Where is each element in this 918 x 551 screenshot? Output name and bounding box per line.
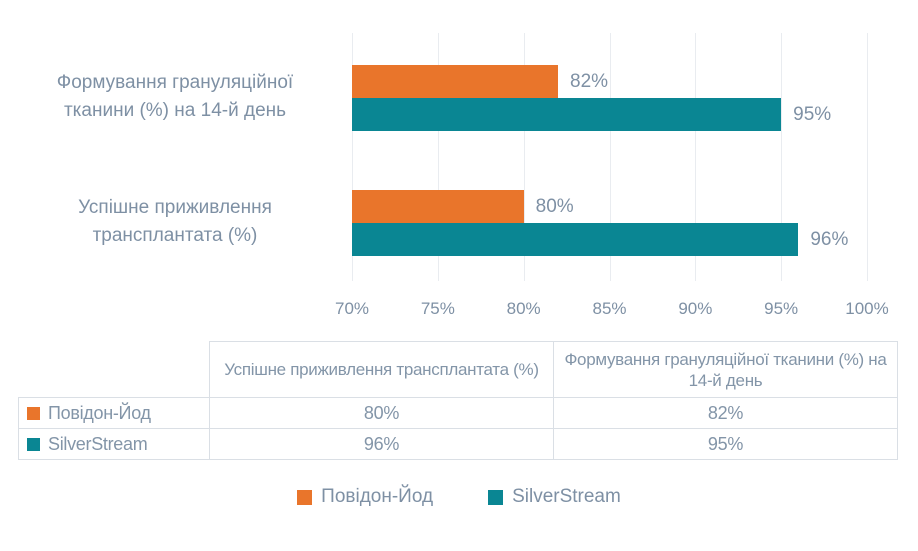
x-axis: 70% 75% 80% 85% 90% 95% 100% (335, 299, 889, 323)
x-tick-90: 90% (678, 299, 713, 318)
table-cell: 80% (209, 397, 554, 429)
value-label: 95% (793, 103, 832, 125)
gridline-95 (781, 33, 783, 281)
category-label-granulation-tissue: Формування грануляційної тканини (%) на … (5, 69, 345, 125)
bar-povidon-yod-graft-survival (352, 190, 524, 223)
x-tick-70: 70% (334, 299, 370, 318)
x-tick-75: 75% (420, 299, 455, 318)
table-cell: 96% (209, 428, 554, 460)
bar-row: 80% (352, 190, 867, 223)
value-label: 82% (570, 70, 609, 92)
legend-label: Повідон-Йод (321, 486, 434, 507)
x-tick-85: 85% (592, 299, 627, 318)
legend-label: SilverStream (512, 486, 621, 507)
category-label-line: трансплантата (%) (92, 225, 258, 246)
table-row-label-text: Повідон-Йод (48, 402, 151, 423)
gridline-75 (437, 33, 439, 281)
x-tick-95: 95% (764, 299, 799, 318)
silverstream-swatch-icon (488, 489, 504, 505)
plot-area: 82% 95% 80% 96% (352, 33, 868, 281)
data-table: Успішне приживлення трансплантата (%) Фо… (18, 341, 898, 460)
table-row-label-text: SilverStream (48, 433, 148, 454)
gridline-85 (609, 33, 611, 281)
povidon-yod-swatch-icon (297, 489, 313, 505)
x-tick-80: 80% (506, 299, 541, 318)
gridline-70 (352, 33, 353, 281)
category-label-line: Успішне приживлення (78, 197, 272, 218)
bar-silverstream-graft-survival (352, 223, 799, 256)
category-label-graft-survival: Успішне приживлення трансплантата (%) (5, 194, 345, 250)
gridline-80 (523, 33, 525, 281)
legend-item-povidon-yod: Повідон-Йод (297, 486, 433, 508)
x-tick-100: 100% (845, 299, 889, 318)
bar-row: 82% (352, 65, 867, 98)
value-label: 80% (535, 195, 574, 217)
value-label: 96% (810, 228, 849, 250)
table-cell: 95% (553, 428, 898, 460)
bar-povidon-yod-granulation-tissue (352, 65, 558, 98)
bar-silverstream-granulation-tissue (352, 98, 782, 131)
silverstream-swatch-icon (27, 437, 40, 451)
bar-row: 96% (352, 223, 867, 256)
gridline-100 (867, 33, 868, 281)
table-row: Повідон-Йод 80% 82% (18, 397, 898, 429)
chart-legend: Повідон-Йод SilverStream (0, 486, 918, 508)
gridline-90 (695, 33, 697, 281)
table-corner-cell (19, 342, 210, 398)
table-header-graft-survival: Успішне приживлення трансплантата (%) (209, 341, 554, 398)
table-cell: 82% (553, 397, 898, 429)
category-label-line: Формування грануляційної (56, 72, 294, 93)
table-row: SilverStream 96% 95% (18, 428, 898, 460)
table-row-label: Повідон-Йод (18, 397, 210, 429)
category-label-line: тканини (%) на 14-й день (63, 100, 287, 121)
povidon-yod-swatch-icon (27, 406, 40, 420)
table-row-label: SilverStream (18, 428, 210, 460)
table-header-row: Успішне приживлення трансплантата (%) Фо… (19, 341, 898, 398)
table-header-granulation-tissue: Формування грануляційної тканини (%) на … (553, 341, 898, 398)
legend-item-silverstream: SilverStream (488, 486, 621, 508)
bar-row: 95% (352, 98, 867, 131)
